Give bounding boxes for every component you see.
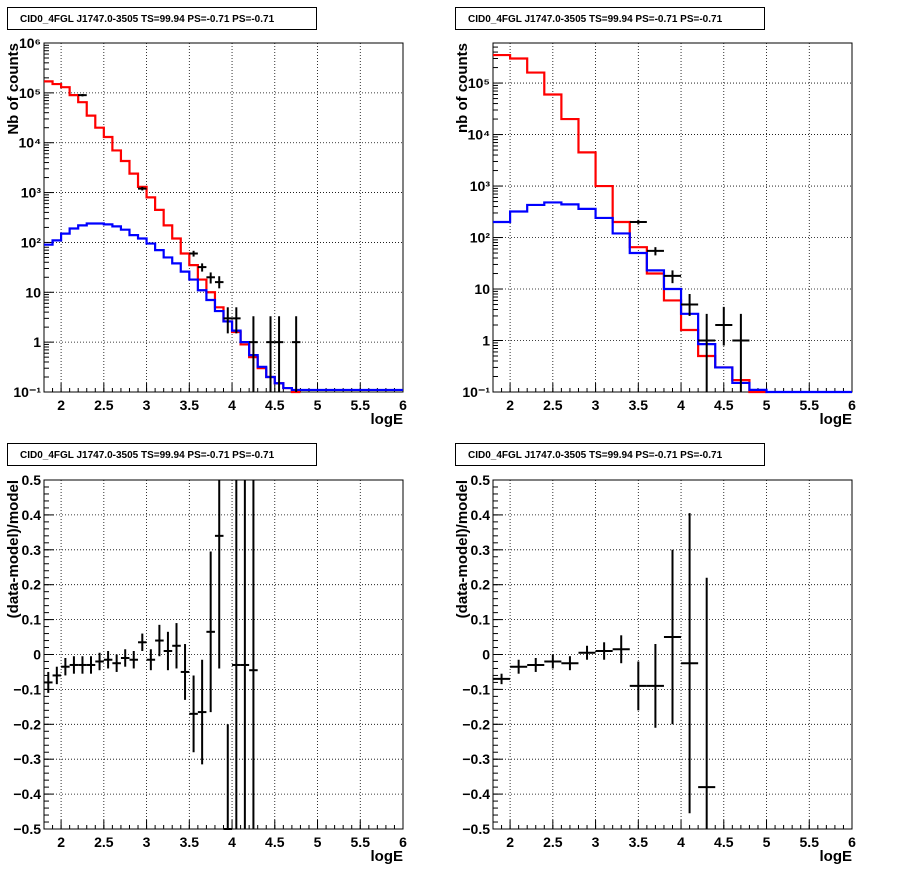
chart-panel-0: 2 2.5 3 3.5 4 4.5 5 5.5 6 10⁻¹ 1 10 10² 10³ 10⁴ 10⁵ 10⁶ l… [5,35,407,428]
y-tick-label: 10⁵ [19,85,41,101]
y-tick-label: 10³ [470,178,491,194]
y-tick-label: 10 [25,284,41,300]
x-tick-label: 4 [677,834,685,850]
x-tick-label: 4 [677,397,685,413]
y-tick-label: 1 [482,333,490,349]
y-tick-label: 0.3 [471,542,491,558]
y-tick-label: −0.3 [13,751,41,767]
y-tick-label: 0.1 [22,612,42,628]
x-tick-label: 2.5 [543,397,563,413]
y-tick-label: 10² [21,234,42,250]
chart-title: CID0_4FGL J1747.0-3505 TS=99.94 PS=-0.71… [455,7,765,30]
y-tick-label: 10⁵ [468,75,490,91]
y-tick-label: −0.5 [13,821,41,837]
x-tick-label: 2.5 [94,834,114,850]
y-tick-label: 10⁶ [19,35,41,51]
x-tick-label: 5.5 [351,834,371,850]
x-axis-label: logE [820,411,853,428]
x-tick-label: 4.5 [714,834,734,850]
chart-panel-1: 2 2.5 3 3.5 4 4.5 5 5.5 6 10⁻¹ 1 10 10² 10³ 10⁴ 10⁵ logE… [454,42,856,428]
x-tick-label: 4 [228,397,236,413]
x-tick-label: 5.5 [351,397,371,413]
y-tick-label: 1 [33,334,41,350]
y-axis-label: (data-model)/model [5,480,22,618]
x-tick-label: 4.5 [714,397,734,413]
x-tick-label: 5 [314,397,322,413]
x-tick-label: 3 [143,397,151,413]
y-tick-label: 0.5 [22,472,42,488]
y-tick-label: 10⁴ [19,135,42,151]
y-tick-label: −0.3 [462,751,490,767]
x-tick-label: 2 [57,834,65,850]
x-tick-label: 4 [228,834,236,850]
x-tick-label: 3 [592,834,600,850]
y-tick-label: 0.4 [471,507,491,523]
chart-panel-2: 2 2.5 3 3.5 4 4.5 5 5.5 6 −0.5 −0.4 −0.3 −0.2 −0.1 0 0.… [5,472,407,865]
chart-title: CID0_4FGL J1747.0-3505 TS=99.94 PS=-0.71… [7,7,317,30]
x-tick-label: 6 [848,397,856,413]
y-axis-label: (data-model)/model [454,480,471,618]
x-tick-label: 2.5 [94,397,114,413]
y-tick-label: 0 [482,647,490,663]
x-tick-label: 2 [506,397,514,413]
plot-frame [43,479,404,830]
y-tick-label: 0 [33,647,41,663]
chart-title: CID0_4FGL J1747.0-3505 TS=99.94 PS=-0.71… [455,443,765,466]
y-tick-label: 0.2 [22,577,42,593]
chart-title: CID0_4FGL J1747.0-3505 TS=99.94 PS=-0.71… [7,443,317,466]
x-tick-label: 2.5 [543,834,563,850]
model-step-line [493,201,852,394]
x-tick-label: 4.5 [265,834,285,850]
x-tick-label: 3.5 [629,834,649,850]
y-tick-label: −0.5 [462,821,490,837]
x-tick-label: 6 [399,397,407,413]
x-tick-label: 5.5 [800,397,820,413]
y-tick-label: 10 [474,281,490,297]
x-tick-label: 5 [763,397,771,413]
x-tick-label: 2 [57,397,65,413]
y-tick-label: −0.4 [13,786,41,802]
y-tick-label: 10⁻¹ [13,384,41,400]
x-tick-label: 6 [399,834,407,850]
y-tick-label: −0.1 [13,681,41,697]
y-axis-label: Nb of counts [5,43,22,135]
x-tick-label: 3 [592,397,600,413]
x-tick-label: 3.5 [629,397,649,413]
x-tick-label: 3 [143,834,151,850]
y-axis-label: nb of counts [454,43,471,133]
x-axis-label: logE [820,848,853,865]
x-tick-label: 5 [763,834,771,850]
y-tick-label: 0.4 [22,507,42,523]
x-tick-label: 3.5 [180,397,200,413]
y-tick-label: 10⁻¹ [462,384,490,400]
y-tick-label: 10² [470,230,491,246]
plot-frame [43,42,404,393]
x-axis-label: logE [371,848,404,865]
y-tick-label: −0.2 [13,716,41,732]
y-tick-label: 0.3 [22,542,42,558]
x-tick-label: 5.5 [800,834,820,850]
x-tick-label: 3.5 [180,834,200,850]
y-tick-label: 10³ [21,185,42,201]
chart-panel-3: 2 2.5 3 3.5 4 4.5 5 5.5 6 −0.5 −0.4 −0.3 −0.2 −0.1 0 0.… [454,472,856,865]
x-tick-label: 5 [314,834,322,850]
x-tick-label: 2 [506,834,514,850]
y-tick-label: 0.5 [471,472,491,488]
y-tick-label: −0.4 [462,786,490,802]
y-tick-label: −0.1 [462,681,490,697]
y-tick-label: 10⁴ [468,127,491,143]
model-step-line [44,222,403,392]
y-tick-label: 0.2 [471,577,491,593]
x-tick-label: 6 [848,834,856,850]
y-tick-label: −0.2 [462,716,490,732]
x-axis-label: logE [371,411,404,428]
x-tick-label: 4.5 [265,397,285,413]
y-tick-label: 0.1 [471,612,491,628]
